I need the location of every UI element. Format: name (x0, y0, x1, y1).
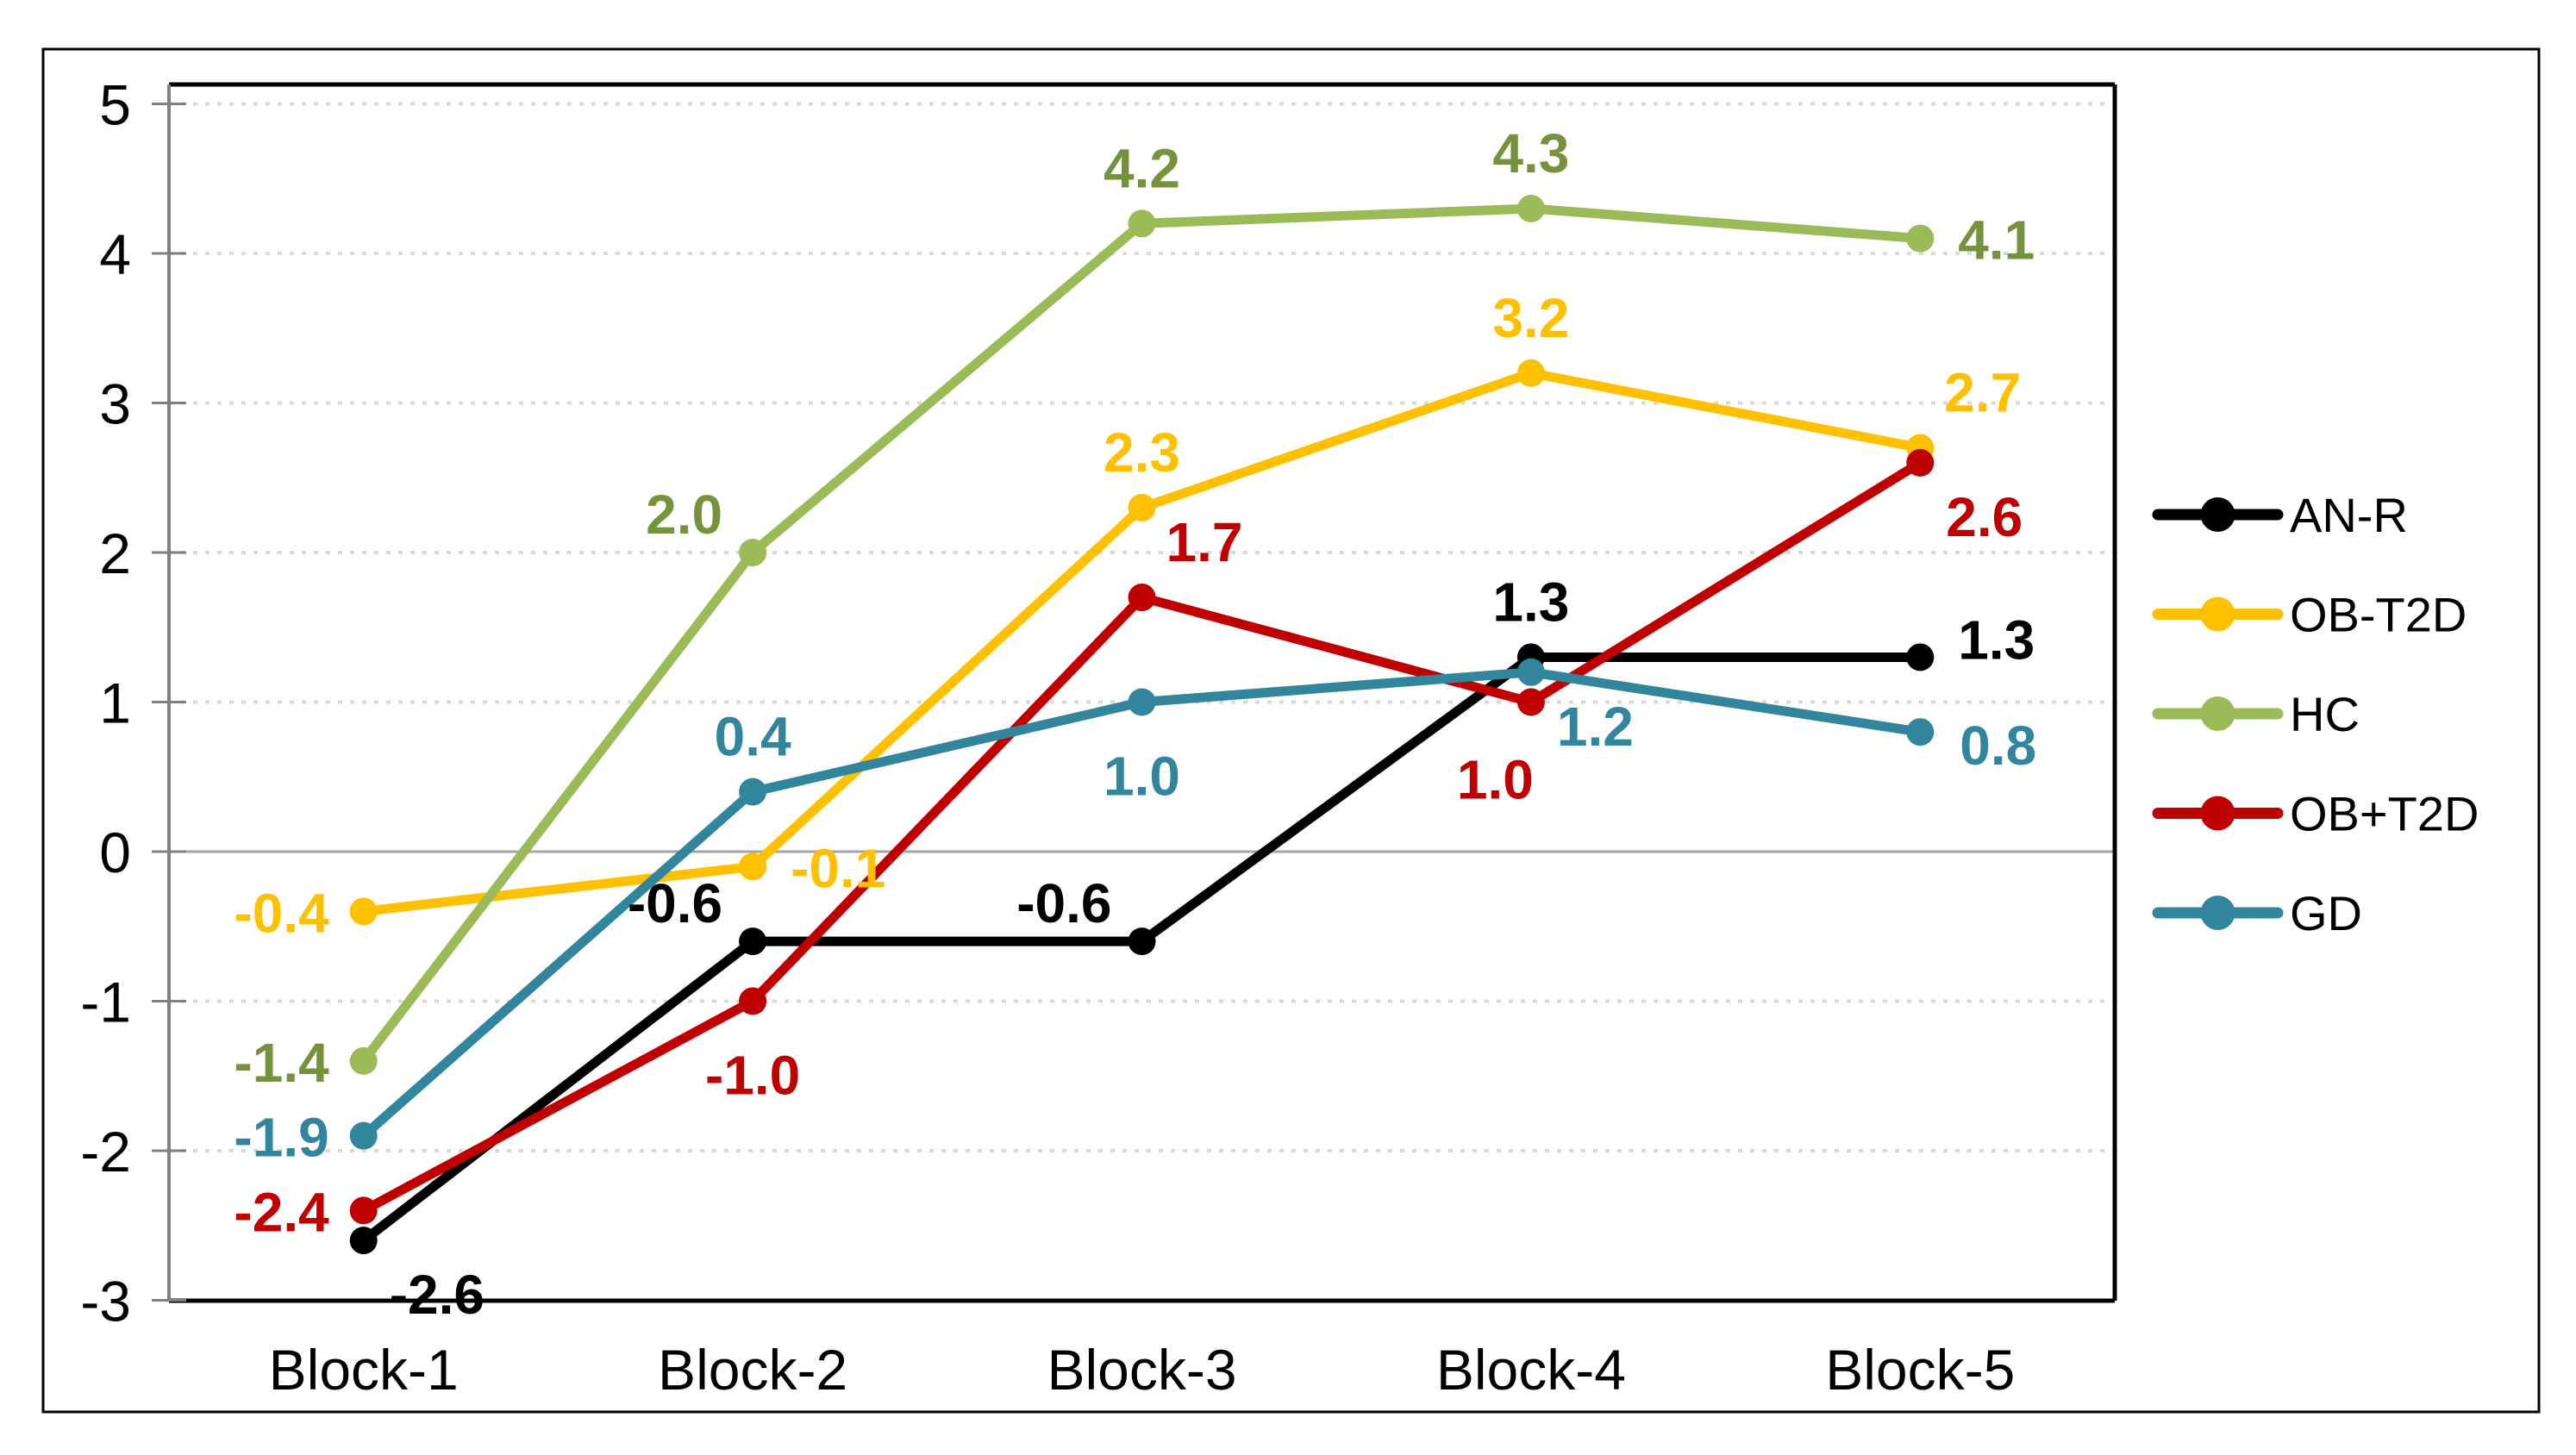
data-label-GD-Block-2: 0.4 (715, 706, 791, 768)
data-label-HC-Block-2: 2.0 (646, 484, 722, 546)
legend-label-OB+T2D: OB+T2D (2290, 787, 2479, 841)
data-label-OB+T2D-Block-5: 2.6 (1946, 486, 2023, 548)
data-label-AN-R-Block-5: 1.3 (1958, 609, 2035, 671)
data-point-OB-T2D-Block-3 (1128, 493, 1156, 521)
y-tick-label: 1 (99, 671, 131, 735)
legend-label-AN-R: AN-R (2290, 488, 2408, 542)
y-tick-label: 4 (99, 222, 131, 286)
data-point-GD-Block-1 (349, 1121, 378, 1150)
data-label-GD-Block-4: 1.2 (1557, 696, 1634, 758)
x-category-label: Block-5 (1825, 1338, 2015, 1402)
legend-label-GD: GD (2290, 886, 2362, 940)
data-point-OB-T2D-Block-2 (739, 852, 767, 881)
data-point-HC-Block-1 (349, 1046, 378, 1075)
legend-marker-AN-R (2200, 497, 2235, 532)
y-tick-label: -2 (80, 1120, 131, 1183)
y-tick-label: -3 (80, 1270, 131, 1333)
data-label-OB-T2D-Block-2: -0.1 (791, 837, 885, 899)
data-point-GD-Block-2 (739, 777, 767, 806)
data-point-OB-T2D-Block-1 (349, 897, 378, 926)
legend-entry-OB+T2D: OB+T2D (2152, 787, 2479, 841)
legend-entry-HC: HC (2152, 687, 2360, 741)
data-label-OB-T2D-Block-3: 2.3 (1104, 422, 1180, 484)
data-point-OB-T2D-Block-4 (1516, 359, 1545, 387)
data-label-GD-Block-5: 0.8 (1960, 715, 2036, 777)
data-point-HC-Block-2 (739, 539, 767, 566)
data-point-GD-Block-3 (1128, 688, 1156, 716)
data-point-HC-Block-3 (1128, 209, 1156, 238)
x-category-label: Block-4 (1436, 1338, 1626, 1402)
data-point-HC-Block-5 (1906, 224, 1935, 253)
data-point-GD-Block-4 (1516, 658, 1545, 686)
data-label-OB+T2D-Block-3: 1.7 (1166, 511, 1243, 573)
data-label-OB+T2D-Block-1: -2.4 (234, 1181, 329, 1243)
data-point-AN-R-Block-2 (739, 927, 767, 956)
legend-entry-OB-T2D: OB-T2D (2152, 588, 2467, 642)
data-point-GD-Block-5 (1906, 718, 1935, 746)
data-label-OB-T2D-Block-5: 2.7 (1944, 362, 2021, 424)
data-label-GD-Block-3: 1.0 (1104, 746, 1180, 808)
data-label-AN-R-Block-4: 1.3 (1492, 571, 1569, 633)
y-tick-label: 2 (99, 521, 131, 585)
legend-marker-OB-T2D (2200, 596, 2235, 632)
legend-marker-GD (2200, 896, 2235, 930)
data-point-OB+T2D-Block-4 (1516, 688, 1545, 716)
data-point-OB+T2D-Block-5 (1906, 448, 1935, 477)
data-label-GD-Block-1: -1.9 (234, 1107, 328, 1169)
legend-marker-OB+T2D (2200, 796, 2235, 831)
data-point-HC-Block-4 (1516, 194, 1545, 222)
data-label-HC-Block-3: 4.2 (1104, 137, 1180, 199)
data-label-AN-R-Block-3: -0.6 (1016, 872, 1111, 934)
x-category-label: Block-1 (269, 1338, 459, 1402)
legend-label-HC: HC (2290, 687, 2360, 741)
data-label-AN-R-Block-1: -2.6 (390, 1264, 485, 1326)
legend-entry-AN-R: AN-R (2152, 488, 2408, 542)
data-point-OB+T2D-Block-1 (349, 1196, 378, 1225)
y-tick-label: 0 (99, 821, 131, 884)
data-label-HC-Block-1: -1.4 (234, 1032, 329, 1094)
legend: AN-R OB-T2D HC OB+T2D GD (2152, 488, 2479, 940)
legend-label-OB-T2D: OB-T2D (2290, 588, 2467, 642)
y-tick-label: 5 (99, 73, 131, 137)
data-point-OB+T2D-Block-2 (739, 987, 767, 1015)
figure-border (41, 47, 2541, 1414)
legend-marker-HC (2200, 696, 2235, 731)
data-point-AN-R-Block-3 (1128, 927, 1156, 956)
data-point-AN-R-Block-1 (349, 1227, 378, 1255)
data-label-OB+T2D-Block-2: -1.0 (705, 1045, 800, 1107)
data-label-OB-T2D-Block-1: -0.4 (234, 882, 329, 944)
data-point-AN-R-Block-5 (1906, 643, 1935, 671)
y-tick-label: -1 (80, 971, 131, 1034)
data-point-OB+T2D-Block-3 (1128, 584, 1156, 612)
data-label-HC-Block-5: 4.1 (1958, 209, 2035, 272)
data-label-OB+T2D-Block-4: 1.0 (1457, 749, 1534, 811)
data-label-HC-Block-4: 4.3 (1492, 122, 1569, 184)
x-category-label: Block-2 (658, 1338, 847, 1402)
data-label-OB-T2D-Block-4: 3.2 (1492, 287, 1569, 349)
legend-entry-GD: GD (2152, 886, 2362, 940)
x-category-label: Block-3 (1047, 1338, 1236, 1402)
data-label-AN-R-Block-2: -0.6 (628, 872, 722, 934)
y-tick-label: 3 (99, 372, 131, 436)
